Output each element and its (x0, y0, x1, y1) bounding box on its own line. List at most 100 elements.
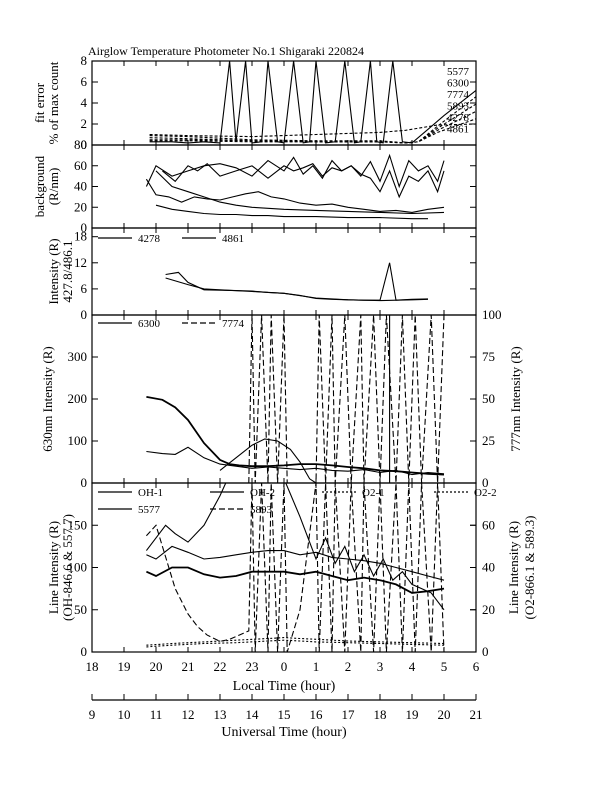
series-line (155, 204, 428, 220)
y-tick-label: 2 (81, 116, 88, 131)
panel-series (145, 153, 445, 220)
y-axis-label: 630nm Intensity (R) (40, 346, 55, 451)
ut-tick-label: 12 (182, 707, 195, 722)
y-tick-label: 8 (81, 53, 88, 68)
series-line-5893 (145, 483, 445, 652)
y-tick-label: 50 (74, 602, 87, 617)
ut-tick-label: 10 (118, 707, 131, 722)
series-line (162, 162, 445, 199)
y-right-tick-label: 40 (482, 560, 495, 575)
legend-label: 6300 (138, 318, 161, 330)
ut-tick-label: 17 (342, 707, 356, 722)
ut-tick-label: 14 (246, 707, 260, 722)
y-axis-label-2: 427.8/486.1 (60, 240, 75, 302)
y-right-tick-label: 0 (482, 644, 489, 659)
legend-label: 4861 (447, 124, 469, 136)
ut-tick-label: 18 (374, 707, 387, 722)
x-tick-label: 4 (409, 659, 416, 674)
ut-tick-label: 11 (150, 707, 163, 722)
legend-label: 5893 (447, 101, 470, 113)
x-tick-label: 5 (441, 659, 448, 674)
series-line-4278 (149, 118, 476, 144)
y-tick-label: 100 (68, 433, 88, 448)
series-line-oh-2 (146, 545, 445, 581)
legend-label: 5577 (447, 66, 470, 78)
y-right-tick-label: 50 (482, 391, 495, 406)
y-axis-label-2: (OH-846.6 & 557.7) (60, 514, 75, 621)
x-tick-label: 22 (214, 659, 227, 674)
y-right-tick-label: 60 (482, 517, 495, 532)
x-tick-label: 2 (345, 659, 352, 674)
series-line (146, 446, 445, 476)
series-line (219, 438, 444, 483)
x-tick-label: 0 (281, 659, 288, 674)
legend-label: 4861 (222, 233, 244, 245)
y-tick-label: 0 (81, 644, 88, 659)
ut-tick-label: 16 (310, 707, 324, 722)
panel-background: 0 20 40 60 80 background (R/nm) (32, 137, 477, 235)
x-tick-label: 23 (246, 659, 259, 674)
series-line-7774 (149, 103, 476, 144)
y-right-axis-label: 777nm Intensity (R) (508, 346, 523, 451)
series-line-6300 (149, 96, 476, 144)
ut-tick-label: 15 (278, 707, 291, 722)
legend-label: 4278 (138, 233, 161, 245)
legend-label: 7774 (222, 318, 245, 330)
panel-series (146, 315, 445, 483)
panel-series (149, 61, 476, 144)
y-tick-label: 18 (74, 229, 87, 244)
y-tick-label: 80 (74, 137, 87, 152)
y-axis-label: Line Intensity (R) (46, 521, 61, 614)
series-line-5577 (149, 61, 476, 144)
legend-label: 7774 (447, 89, 470, 101)
panel-series (145, 483, 445, 652)
y-tick-label: 300 (68, 349, 88, 364)
panel-frame (91, 60, 477, 146)
y-tick-label: 0 (81, 137, 88, 152)
y-right-axis-label: Line Intensity (R) (506, 521, 521, 614)
series-line-4278 (165, 262, 429, 301)
panel-redline: 0 100 200 300 0 25 50 75 100 630nm Intensity (R) 7… (40, 307, 523, 490)
y-axis-label: Intensity (R) (46, 238, 61, 304)
y-right-tick-label: 75 (482, 349, 495, 364)
x-tick-label: 21 (182, 659, 195, 674)
panel-series (165, 262, 429, 302)
y-tick-label: 6 (81, 281, 88, 296)
y-right-tick-label: 0 (482, 475, 489, 490)
y-axis-label-2: (R/nm) (46, 168, 61, 206)
panel-fit: 0 2 4 6 8 fit error% of max count 557763007774… (32, 53, 477, 152)
y-tick-label: 20 (74, 199, 87, 214)
ut-tick-label: 21 (470, 707, 483, 722)
legend-label: O2-1 (362, 487, 385, 499)
x-tick-label: 1 (313, 659, 320, 674)
panel-ratio: 0 6 12 18 Intensity (R) 427.8/486.1 4278 4861 (46, 227, 477, 322)
y-tick-label: 150 (68, 517, 88, 532)
x-tick-label: 19 (118, 659, 131, 674)
ut-axis-label: Universal Time (hour) (221, 725, 347, 740)
y-axis-label: fit error (32, 82, 47, 123)
legend-label: 6300 (447, 78, 470, 90)
legend-label: 5893 (250, 504, 273, 516)
legend-label: 4278 (447, 112, 470, 124)
ut-tick-label: 13 (214, 707, 227, 722)
x-tick-label: 3 (377, 659, 384, 674)
legend-label: O2-2 (474, 487, 497, 499)
legend-label: OH-1 (138, 487, 163, 499)
series-line-4861 (165, 277, 429, 302)
series-line-oh-1 (146, 566, 445, 594)
x-tick-label: 6 (473, 659, 480, 674)
series-line (155, 170, 445, 215)
y-tick-label: 60 (74, 158, 87, 173)
series-line (145, 178, 445, 213)
y-axis-label: background (32, 155, 47, 217)
x-axis-label: Local Time (hour) (233, 679, 336, 694)
y-tick-label: 0 (81, 475, 88, 490)
y-right-tick-label: 100 (482, 307, 502, 322)
y-tick-label: 0 (81, 307, 88, 322)
ut-tick-label: 19 (406, 707, 419, 722)
y-tick-label: 6 (81, 74, 88, 89)
legend-label: OH-2 (250, 487, 275, 499)
